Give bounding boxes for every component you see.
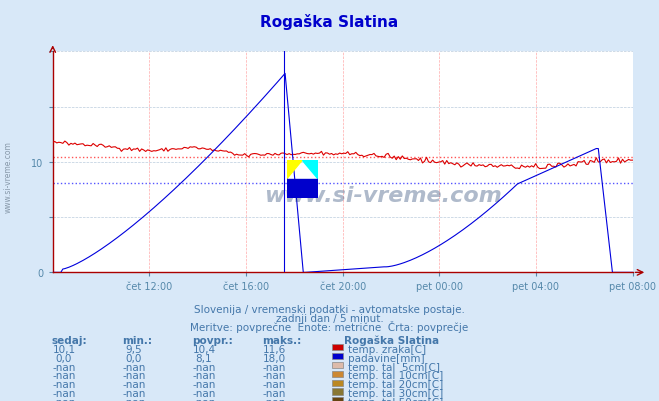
Text: -nan: -nan (123, 388, 146, 398)
Text: -nan: -nan (192, 388, 215, 398)
Text: -nan: -nan (262, 388, 286, 398)
Bar (332, 344, 343, 350)
Text: padavine[mm]: padavine[mm] (348, 353, 424, 363)
Bar (332, 353, 343, 359)
Text: 11,6: 11,6 (262, 344, 285, 354)
Text: -nan: -nan (52, 388, 76, 398)
Text: temp. zraka[C]: temp. zraka[C] (348, 344, 426, 354)
Text: -nan: -nan (123, 397, 146, 401)
Text: temp. tal 20cm[C]: temp. tal 20cm[C] (348, 379, 444, 389)
Text: -nan: -nan (262, 371, 286, 381)
Text: -nan: -nan (192, 362, 215, 372)
Text: min.:: min.: (122, 335, 152, 345)
Text: 8,1: 8,1 (196, 353, 212, 363)
Polygon shape (287, 180, 318, 198)
Text: -nan: -nan (262, 397, 286, 401)
Text: -nan: -nan (52, 379, 76, 389)
Text: sedaj:: sedaj: (52, 335, 88, 345)
Text: 10,4: 10,4 (192, 344, 215, 354)
Text: temp. tal 30cm[C]: temp. tal 30cm[C] (348, 388, 444, 398)
Text: 9,5: 9,5 (126, 344, 142, 354)
Text: -nan: -nan (192, 379, 215, 389)
Text: -nan: -nan (262, 379, 286, 389)
Text: www.si-vreme.com: www.si-vreme.com (4, 141, 13, 212)
Text: -nan: -nan (123, 379, 146, 389)
Text: temp. tal 10cm[C]: temp. tal 10cm[C] (348, 371, 444, 381)
Text: -nan: -nan (52, 362, 76, 372)
Text: -nan: -nan (123, 371, 146, 381)
Bar (332, 362, 343, 368)
Polygon shape (302, 160, 318, 180)
Text: zadnji dan / 5 minut.: zadnji dan / 5 minut. (275, 313, 384, 323)
Text: Meritve: povprečne  Enote: metrične  Črta: povprečje: Meritve: povprečne Enote: metrične Črta:… (190, 320, 469, 332)
Text: -nan: -nan (123, 362, 146, 372)
Text: povpr.:: povpr.: (192, 335, 233, 345)
Bar (332, 371, 343, 377)
Bar (332, 380, 343, 386)
Polygon shape (287, 180, 302, 198)
Text: maks.:: maks.: (262, 335, 301, 345)
Polygon shape (287, 160, 302, 180)
Text: temp. tal 50cm[C]: temp. tal 50cm[C] (348, 397, 444, 401)
Text: 18,0: 18,0 (262, 353, 285, 363)
Bar (332, 397, 343, 401)
Text: -nan: -nan (52, 371, 76, 381)
Text: Slovenija / vremenski podatki - avtomatske postaje.: Slovenija / vremenski podatki - avtomats… (194, 305, 465, 314)
Text: 0,0: 0,0 (56, 353, 72, 363)
Text: Rogaška Slatina: Rogaška Slatina (260, 14, 399, 30)
Text: temp. tal  5cm[C]: temp. tal 5cm[C] (348, 362, 440, 372)
Text: www.si-vreme.com: www.si-vreme.com (264, 186, 502, 205)
Text: -nan: -nan (262, 362, 286, 372)
Text: 0,0: 0,0 (126, 353, 142, 363)
Text: -nan: -nan (52, 397, 76, 401)
Text: 10,1: 10,1 (53, 344, 76, 354)
Text: Rogaška Slatina: Rogaška Slatina (344, 335, 439, 346)
Bar (332, 389, 343, 395)
Text: -nan: -nan (192, 371, 215, 381)
Text: -nan: -nan (192, 397, 215, 401)
